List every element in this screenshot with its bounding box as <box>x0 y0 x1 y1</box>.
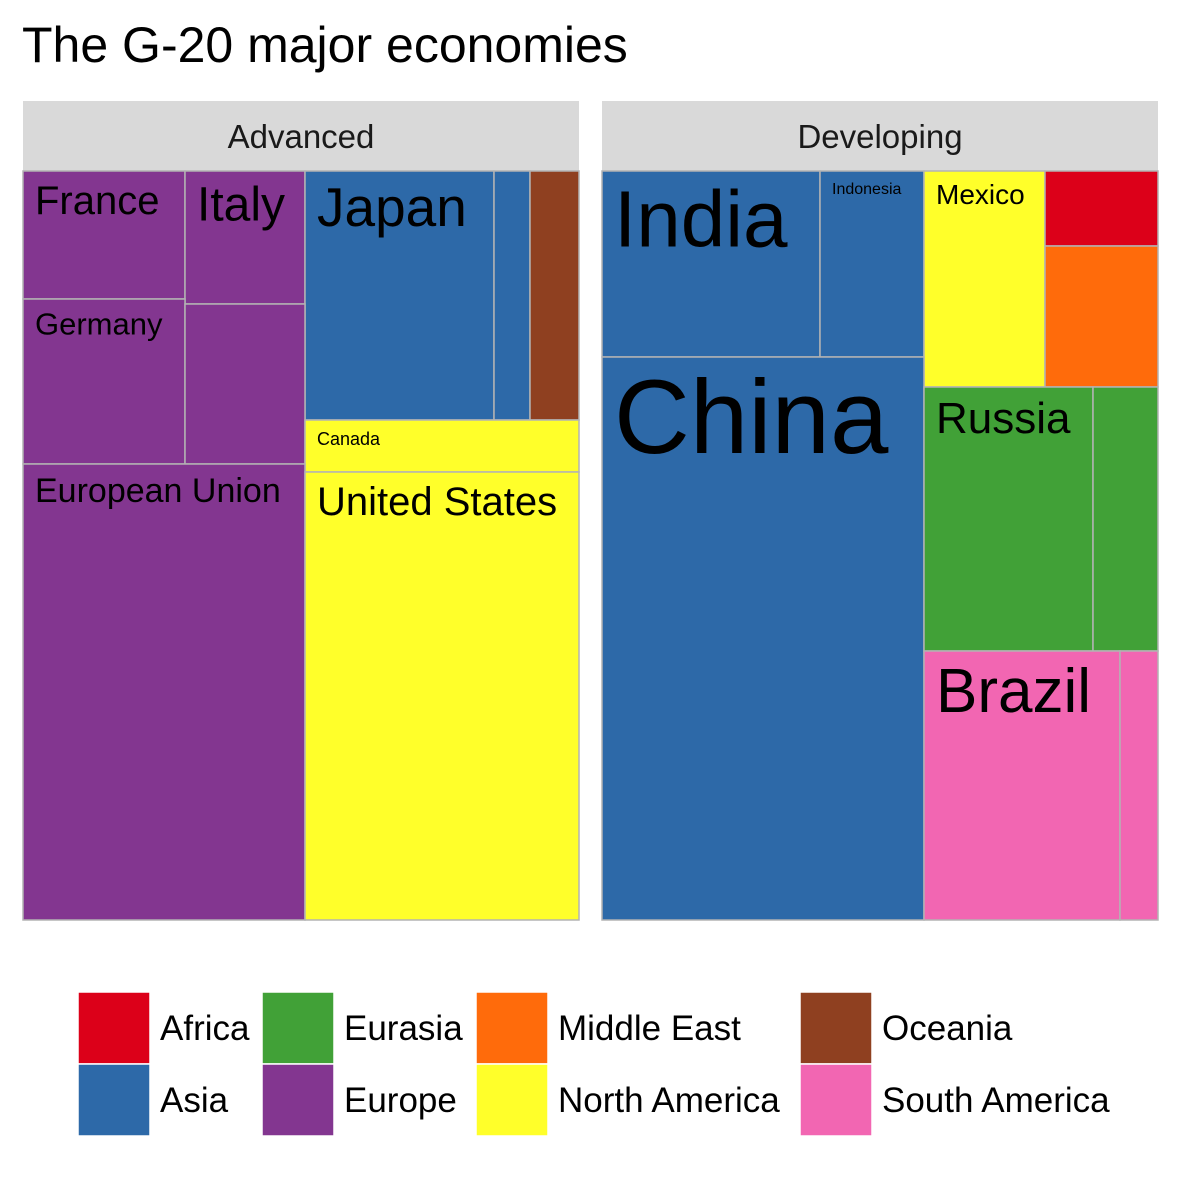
tile-label-indonesia: Indonesia <box>832 181 901 198</box>
tile-asia-3 <box>493 170 531 421</box>
tile-european-union <box>22 463 306 921</box>
tile-label-japan: Japan <box>317 176 467 238</box>
legend-key-north-america <box>475 1063 549 1137</box>
tile-brazil <box>923 650 1121 921</box>
tile-south-america-9 <box>1119 650 1159 921</box>
tile-china <box>601 356 925 921</box>
tile-indonesia <box>819 170 925 358</box>
chart-title: The G-20 major economies <box>22 17 628 73</box>
legend-key-asia <box>77 1063 151 1137</box>
legend-key-south-america <box>799 1063 873 1137</box>
legend: Africa Asia Eurasia Europe Middle East North … <box>77 991 1110 1137</box>
tile-germany <box>22 298 186 465</box>
tile-label-brazil: Brazil <box>936 657 1091 726</box>
tile-france <box>22 170 186 300</box>
legend-label-oceania: Oceania <box>882 1009 1013 1048</box>
tile-label-russia: Russia <box>936 394 1071 443</box>
tile-europe-6 <box>184 303 306 465</box>
tile-middle-east-4 <box>1044 245 1159 388</box>
facet-strip-advanced <box>23 101 579 171</box>
tile-eurasia-7 <box>1092 386 1159 652</box>
tile-label-canada: Canada <box>317 429 381 449</box>
facet-strip-label: Advanced <box>228 118 375 155</box>
facet-advanced: Advanced France Italy Japan Germany Canada Eur… <box>22 101 580 921</box>
tile-japan <box>304 170 495 421</box>
tile-label-china: China <box>614 359 889 476</box>
facet-panels: Advanced France Italy Japan Germany Canada Eur… <box>22 101 1159 921</box>
tile-label-germany: Germany <box>35 306 163 341</box>
tile-oceania-4 <box>529 170 580 421</box>
tile-label-united-states: United States <box>317 480 557 524</box>
tile-label-european-union: European Union <box>35 472 281 510</box>
tile-africa-3 <box>1044 170 1159 247</box>
legend-key-middle-east <box>475 991 549 1065</box>
tile-italy <box>184 170 306 305</box>
legend-key-eurasia <box>261 991 335 1065</box>
tile-label-italy: Italy <box>197 178 285 231</box>
tile-label-india: India <box>614 175 788 264</box>
legend-label-middle-east: Middle East <box>558 1009 741 1048</box>
tile-india <box>601 170 821 358</box>
legend-label-europe: Europe <box>344 1081 457 1120</box>
facet-strip-developing <box>602 101 1158 171</box>
legend-label-south-america: South America <box>882 1081 1110 1120</box>
legend-key-oceania <box>799 991 873 1065</box>
legend-label-eurasia: Eurasia <box>344 1009 463 1048</box>
legend-label-asia: Asia <box>160 1081 229 1120</box>
tile-label-mexico: Mexico <box>936 179 1025 210</box>
legend-key-europe <box>261 1063 335 1137</box>
tile-united-states <box>304 471 580 921</box>
facet-strip-label: Developing <box>797 118 962 155</box>
legend-label-north-america: North America <box>558 1081 780 1120</box>
legend-key-africa <box>77 991 151 1065</box>
tile-mexico <box>923 170 1046 388</box>
legend-label-africa: Africa <box>160 1009 250 1048</box>
tile-label-france: France <box>35 179 160 223</box>
